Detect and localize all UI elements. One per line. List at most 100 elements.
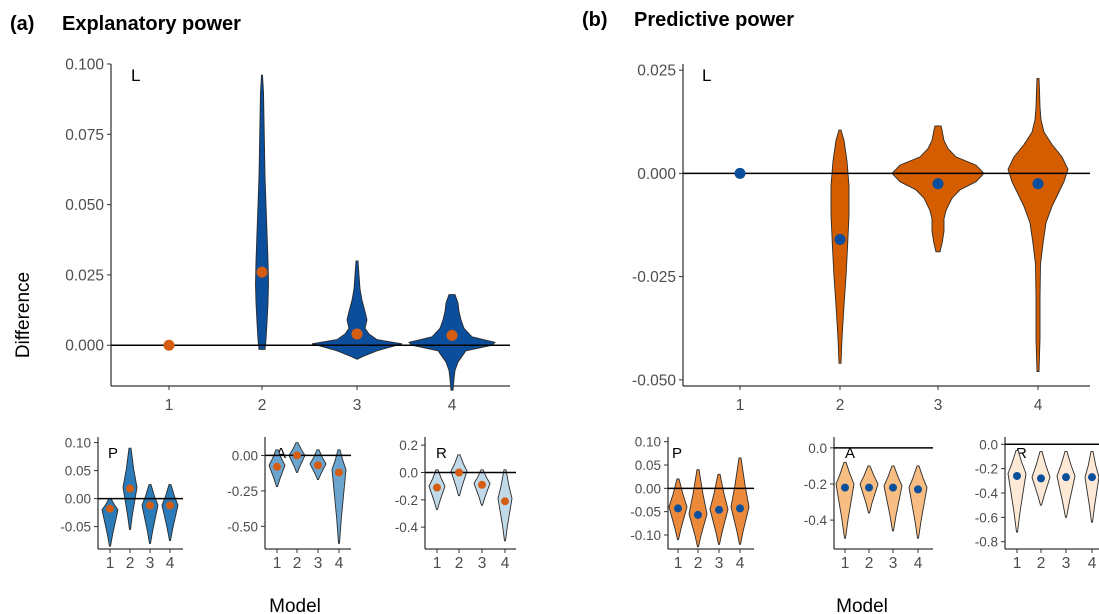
panel-b-L-x-tick-label: 4	[1034, 397, 1043, 414]
panel-a-L-mean-point-model-3	[351, 328, 363, 340]
panel-b-L-violin-model-4	[1007, 77, 1069, 373]
panel-a-R-x-tick-label: 2	[455, 555, 464, 572]
panel-b-R-y-tick-label: -0.8	[975, 535, 998, 550]
panel-b-R-x-tick-label: 4	[1088, 555, 1097, 572]
panel-b-A-mean-point-model-2	[865, 483, 873, 492]
panel-b-L-x-tick-label: 2	[836, 397, 845, 414]
panel-b-P-y-tick-label: -0.10	[630, 528, 661, 543]
panel-a-L-x-tick-label: 3	[353, 397, 362, 414]
panel-b-title: Predictive power	[634, 9, 794, 31]
panel-a-R-x-tick-label: 1	[433, 555, 442, 572]
x-axis-label-b: Model	[836, 596, 888, 614]
panel-a-R-violin-model-4	[497, 469, 513, 542]
panel-b-P-x-tick-label: 3	[715, 555, 724, 572]
panel-a-letter: (a)	[10, 13, 34, 35]
panel-a-A-y-tick-label: 0.00	[232, 448, 258, 463]
panel-a-L-x-tick-label: 1	[165, 397, 174, 414]
panel-b-R-mean-point-model-4	[1088, 473, 1096, 482]
panel-a-A-violin-model-4	[331, 449, 347, 544]
panel-b-P-violin-model-2	[688, 469, 708, 548]
panel-b-L-x-tick-label: 3	[934, 397, 943, 414]
panel-a-R-y-tick-label: 0.0	[399, 466, 418, 481]
panel-a-R-mean-point-model-4	[501, 497, 509, 506]
x-axis-label-a: Model	[269, 596, 321, 614]
panel-b-P-mean-point-model-1	[674, 504, 682, 513]
panel-b-R-y-tick-label: -0.2	[975, 462, 998, 477]
panel-b-A-y-tick-label: 0.0	[808, 441, 827, 456]
panel-b-P-violin-model-4	[730, 457, 750, 545]
panel-b-A-violin-model-1	[835, 461, 855, 539]
panel-b-L-violin-model-2	[830, 129, 850, 364]
panel-b-A-violin-model-3	[883, 465, 903, 532]
panel-a-P-mean-point-model-3	[146, 501, 154, 510]
panel-b-R-mean-point-model-3	[1062, 473, 1070, 482]
panel-b-R-x-tick-label: 1	[1013, 555, 1022, 572]
panel-b-P-x-tick-label: 2	[694, 555, 703, 572]
panel-a-P-violin-model-3	[141, 484, 159, 544]
panel-a-A-mean-point-model-2	[293, 451, 301, 460]
panel-a-L-violin-model-2	[255, 74, 269, 350]
panel-a-L-mean-point-model-1	[163, 339, 175, 351]
panel-a-L-label: L	[131, 66, 140, 85]
panel-b-A-x-tick-label: 4	[914, 555, 923, 572]
panel-a-R-x-tick-label: 3	[478, 555, 487, 572]
panel-a-P-mean-point-model-2	[126, 484, 134, 493]
panel-a-L-mean-point-model-2	[256, 266, 268, 278]
panel-b-R-y-tick-label: -0.4	[975, 486, 999, 501]
panel-b-letter: (b)	[582, 9, 608, 31]
panel-b-R-violin-model-3	[1056, 451, 1076, 518]
panel-a-P-y-tick-label: 0.05	[65, 464, 91, 479]
panel-a-R-y-tick-label: 0.2	[399, 438, 418, 453]
panel-a-L-violin-model-3	[311, 260, 403, 360]
panel-b-A-x-tick-label: 1	[841, 555, 850, 572]
panel-b-P-mean-point-model-4	[736, 504, 744, 513]
panel-a-R-label: R	[436, 445, 447, 462]
panel-a-A-label: A	[276, 445, 286, 462]
panel-b-P-y-tick-label: 0.05	[635, 458, 661, 473]
panel-b-L-y-tick-label: -0.050	[632, 372, 676, 389]
panel-b-L-mean-point-model-2	[834, 233, 846, 245]
panel-b-L-mean-point-model-1	[734, 167, 746, 179]
panel-b-R-mean-point-model-1	[1013, 471, 1021, 480]
panel-a-R-mean-point-model-1	[433, 483, 441, 492]
panel-a-A-y-tick-label: -0.50	[227, 519, 258, 534]
panel-b-A-x-tick-label: 3	[889, 555, 898, 572]
panel-b-R-y-tick-label: -0.6	[975, 510, 998, 525]
y-axis-label: Difference	[13, 272, 34, 358]
panel-a-R-mean-point-model-3	[478, 480, 486, 489]
panel-b-P-y-tick-label: -0.05	[630, 505, 661, 520]
panel-b-R-x-tick-label: 2	[1037, 555, 1046, 572]
panel-b-P-y-tick-label: 0.00	[635, 481, 661, 496]
panel-b-R-violin-model-4	[1084, 451, 1099, 523]
panel-a-R-y-tick-label: -0.4	[395, 520, 419, 535]
panel-a-R-mean-point-model-2	[455, 468, 463, 477]
panel-a-A-mean-point-model-1	[273, 462, 281, 471]
panel-a-P-y-tick-label: 0.00	[65, 492, 91, 507]
panel-a-P-x-tick-label: 3	[146, 555, 155, 572]
panel-a-R-x-tick-label: 4	[501, 555, 510, 572]
panel-b-P-x-tick-label: 4	[736, 555, 745, 572]
panel-a-L-y-tick-label: 0.075	[65, 127, 104, 144]
panel-b-L-y-tick-label: -0.025	[632, 269, 676, 286]
panel-b-P-mean-point-model-3	[715, 505, 723, 514]
panel-a-L-y-tick-label: 0.025	[65, 267, 104, 284]
panel-b-R-violin-model-1	[1007, 449, 1027, 533]
panel-b-R-x-tick-label: 3	[1062, 555, 1071, 572]
panel-a-L-x-tick-label: 4	[448, 397, 457, 414]
panel-a-A-mean-point-model-3	[314, 461, 322, 470]
panel-b-R-y-tick-label: 0.0	[979, 437, 998, 452]
panel-a-A-x-tick-label: 1	[273, 555, 282, 572]
panel-a-L-mean-point-model-4	[446, 329, 458, 341]
panel-b-P-label: P	[672, 445, 682, 462]
panel-b-A-y-tick-label: -0.4	[804, 513, 828, 528]
panel-a-R-y-tick-label: -0.2	[395, 493, 418, 508]
panel-b-L-mean-point-model-4	[1032, 178, 1044, 190]
panel-a-L-y-tick-label: 0.050	[65, 197, 104, 214]
panel-a-A-x-tick-label: 3	[314, 555, 323, 572]
panel-b-A-mean-point-model-3	[889, 483, 897, 492]
panel-b-L-x-tick-label: 1	[736, 397, 745, 414]
panel-a-title: Explanatory power	[62, 13, 241, 35]
panel-a-P-x-tick-label: 4	[166, 555, 175, 572]
panel-b-R-mean-point-model-2	[1037, 474, 1045, 483]
